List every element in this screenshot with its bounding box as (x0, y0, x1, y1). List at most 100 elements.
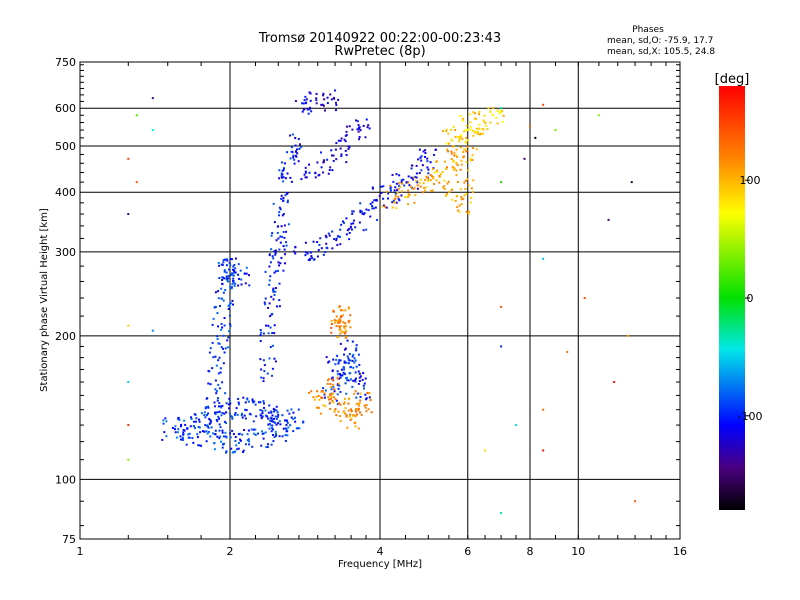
data-point (271, 367, 274, 370)
data-point (362, 124, 365, 127)
data-point (359, 411, 362, 414)
data-point (335, 103, 338, 106)
data-point (255, 415, 258, 418)
y-tick-label: 75 (62, 533, 76, 546)
data-point (214, 291, 217, 294)
data-point (223, 420, 226, 423)
data-point (221, 264, 224, 267)
data-point (271, 374, 274, 377)
data-point (233, 413, 236, 416)
data-point (329, 407, 332, 410)
data-point (333, 388, 336, 391)
data-point (269, 261, 272, 264)
data-point (418, 172, 421, 175)
data-point (282, 197, 285, 200)
data-point (349, 359, 352, 362)
data-point (285, 244, 288, 247)
data-point (345, 130, 348, 133)
data-point (272, 290, 275, 293)
data-point (447, 132, 450, 135)
data-point (484, 121, 487, 124)
data-point (395, 173, 398, 176)
data-point (487, 107, 490, 110)
data-point (415, 164, 418, 167)
data-point (275, 434, 278, 437)
data-point (216, 411, 219, 414)
data-point (479, 133, 482, 136)
data-point (474, 112, 477, 115)
data-point (279, 423, 282, 426)
data-point (338, 325, 341, 328)
data-point (339, 243, 342, 246)
data-point (243, 429, 246, 432)
data-point (457, 209, 460, 212)
data-point (459, 146, 462, 149)
data-point (247, 438, 250, 441)
data-point (220, 287, 223, 290)
data-point (230, 272, 233, 275)
data-point (227, 307, 230, 310)
data-point (469, 201, 472, 204)
data-point (368, 127, 371, 130)
data-point (234, 282, 237, 285)
data-point (240, 414, 243, 417)
data-point (460, 195, 463, 198)
data-point (344, 382, 347, 385)
data-point (237, 284, 240, 287)
data-point (355, 347, 358, 350)
data-point (214, 429, 217, 432)
data-point (242, 451, 245, 454)
data-point (354, 380, 357, 383)
data-point (183, 429, 186, 432)
y-axis: 75 100 200 300 400 500 600 750 (55, 56, 680, 546)
data-point (305, 176, 308, 179)
data-point (229, 432, 232, 435)
data-point (409, 185, 412, 188)
data-point (292, 411, 295, 414)
data-point (305, 98, 308, 101)
data-point (218, 356, 221, 359)
data-point (464, 179, 467, 182)
data-point (248, 443, 251, 446)
data-point (367, 408, 370, 411)
data-point (387, 197, 390, 200)
data-point (597, 114, 600, 117)
data-point (322, 160, 325, 163)
data-point (264, 270, 267, 273)
data-point (426, 157, 429, 160)
data-point (313, 398, 316, 401)
data-point (350, 417, 353, 420)
data-point (292, 418, 295, 421)
data-point (336, 383, 339, 386)
data-point (347, 228, 350, 231)
data-point (426, 160, 429, 163)
data-point (205, 440, 208, 443)
data-point (220, 322, 223, 325)
data-point (275, 409, 278, 412)
data-point (213, 401, 216, 404)
data-point (362, 229, 365, 232)
data-point (208, 417, 211, 420)
data-point (227, 305, 230, 308)
data-point (311, 256, 314, 259)
data-point (268, 357, 271, 360)
data-point (381, 205, 384, 208)
data-point (446, 166, 449, 169)
data-point (328, 169, 331, 172)
data-point (371, 205, 374, 208)
data-point (218, 417, 221, 420)
data-point (222, 259, 225, 262)
data-point (407, 181, 410, 184)
data-point (418, 182, 421, 185)
y-tick-label: 300 (55, 246, 76, 259)
data-point (269, 345, 272, 348)
data-point (349, 365, 352, 368)
colorbar-label: [deg] (715, 72, 750, 87)
data-point (294, 420, 297, 423)
data-point (213, 442, 216, 445)
data-point (443, 188, 446, 191)
data-point (217, 325, 220, 328)
data-point (359, 399, 362, 402)
data-point (271, 344, 274, 347)
data-point (217, 342, 220, 345)
